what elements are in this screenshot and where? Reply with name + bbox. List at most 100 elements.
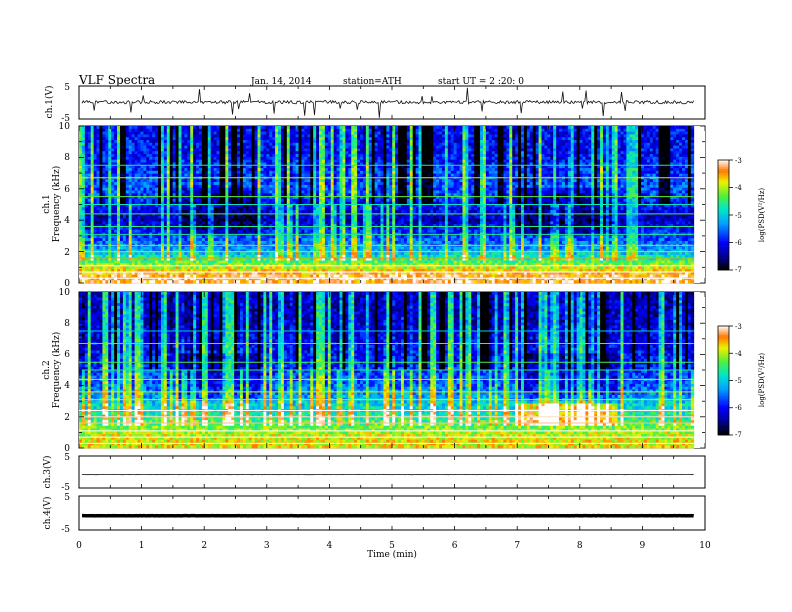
spectrogram-cell [178, 240, 182, 245]
spectrogram-cell [240, 274, 244, 278]
spectrogram-cell [204, 198, 209, 203]
spectrogram-cell [134, 148, 138, 152]
spectrogram-cell [178, 193, 182, 197]
spectrogram-cell [207, 226, 212, 231]
spectrogram-cell [125, 271, 130, 275]
spectrogram-cell [152, 229, 156, 233]
spectrogram-cell [313, 198, 317, 203]
spectrogram-cell [316, 145, 320, 149]
spectrogram-cell [163, 238, 168, 242]
spectrogram-cell [319, 238, 323, 242]
spectrogram-cell [313, 154, 317, 158]
spectrogram-cell [163, 280, 168, 284]
spectrogram-cell [245, 215, 250, 219]
spectrogram-cell [158, 257, 162, 261]
spectrogram-cell [269, 249, 273, 253]
spectrogram-cell [201, 266, 206, 270]
spectrogram-cell [324, 218, 329, 222]
spectrogram-cell [231, 240, 235, 245]
spectrogram-cell [210, 260, 215, 264]
spectrogram-cell [289, 154, 294, 158]
spectrogram-cell [175, 159, 179, 163]
spectrogram-cell [260, 184, 264, 189]
spectrogram-cell [207, 131, 212, 135]
spectrogram-cell [102, 215, 106, 219]
spectrogram-cell [143, 215, 147, 219]
spectrogram-cell [216, 277, 220, 281]
spectrogram-cell [184, 246, 188, 250]
spectrogram-cell [204, 235, 209, 239]
spectrogram-cell [333, 162, 337, 166]
spectrogram-cell [248, 229, 253, 233]
spectrogram-cell [254, 182, 258, 186]
spectrogram-cell [295, 156, 299, 161]
spectrogram-cell [152, 190, 156, 194]
spectrogram-cell [242, 246, 247, 250]
spectrogram-cell [184, 148, 188, 152]
spectrogram-cell [166, 190, 171, 194]
spectrogram-cell [187, 159, 191, 163]
spectrogram-cell [269, 263, 273, 267]
spectrogram-cell [333, 170, 337, 175]
spectrogram-cell [248, 226, 253, 231]
spectrogram-cell [251, 204, 256, 208]
spectrogram-cell [313, 193, 317, 197]
spectrogram-cell [242, 201, 247, 205]
spectrogram-cell [178, 229, 182, 233]
spectrogram-cell [240, 162, 244, 166]
spectrogram-cell [278, 198, 282, 203]
spectrogram-cell [119, 148, 124, 152]
spectrogram-cell [286, 212, 291, 217]
spectrogram-cell [260, 165, 264, 169]
spectrogram-cell [289, 207, 294, 211]
spectrogram-cell [160, 263, 165, 267]
spectrogram-cell [87, 277, 92, 281]
spectrogram-cell [242, 238, 247, 242]
spectrogram-cell [201, 254, 206, 259]
spectrogram-cell [81, 207, 86, 211]
spectrogram-cell [251, 212, 256, 217]
spectrogram-cell [266, 252, 270, 256]
spectrogram-cell [266, 210, 270, 214]
spectrogram-cell [93, 212, 97, 217]
spectrogram-cell [84, 226, 89, 231]
spectrogram-cell [87, 266, 92, 270]
spectrogram-cell [187, 218, 191, 222]
spectrogram-cell [102, 162, 106, 166]
spectrogram-cell [158, 254, 162, 259]
spectrogram-cell [137, 131, 141, 135]
spectrogram-cell [102, 254, 106, 259]
spectrogram-cell [237, 201, 241, 205]
spectrogram-cell [210, 257, 215, 261]
spectrogram-cell [117, 271, 121, 275]
spectrogram-cell [257, 260, 261, 264]
spectrogram-cell [251, 235, 256, 239]
spectrogram-cell [321, 179, 326, 183]
spectrogram-cell [260, 126, 264, 130]
spectrogram-cell [87, 179, 92, 183]
spectrogram-cell [84, 257, 89, 261]
spectrogram-cell [310, 246, 314, 250]
spectrogram-cell [266, 201, 270, 205]
spectrogram-cell [172, 257, 176, 261]
spectrogram-cell [295, 131, 299, 135]
spectrogram-cell [201, 277, 206, 281]
spectrogram-cell [330, 249, 335, 253]
spectrogram-cell [99, 190, 103, 194]
spectrogram-cell [166, 173, 171, 177]
spectrogram-cell [245, 266, 250, 270]
spectrogram-cell [248, 142, 253, 147]
spectrogram-cell [207, 184, 212, 189]
spectrogram-cell [201, 131, 206, 135]
spectrogram-cell [190, 249, 194, 253]
spectrogram-cell [333, 196, 337, 200]
spectrogram-cell [93, 201, 97, 205]
spectrogram-cell [225, 224, 229, 228]
spectrogram-cell [155, 173, 159, 177]
spectrogram-cell [301, 140, 305, 144]
spectrogram-cell [196, 184, 200, 189]
spectrogram-cell [304, 190, 308, 194]
spectrogram-cell [234, 173, 238, 177]
spectrogram-cell [283, 168, 288, 172]
spectrogram-cell [152, 142, 156, 147]
